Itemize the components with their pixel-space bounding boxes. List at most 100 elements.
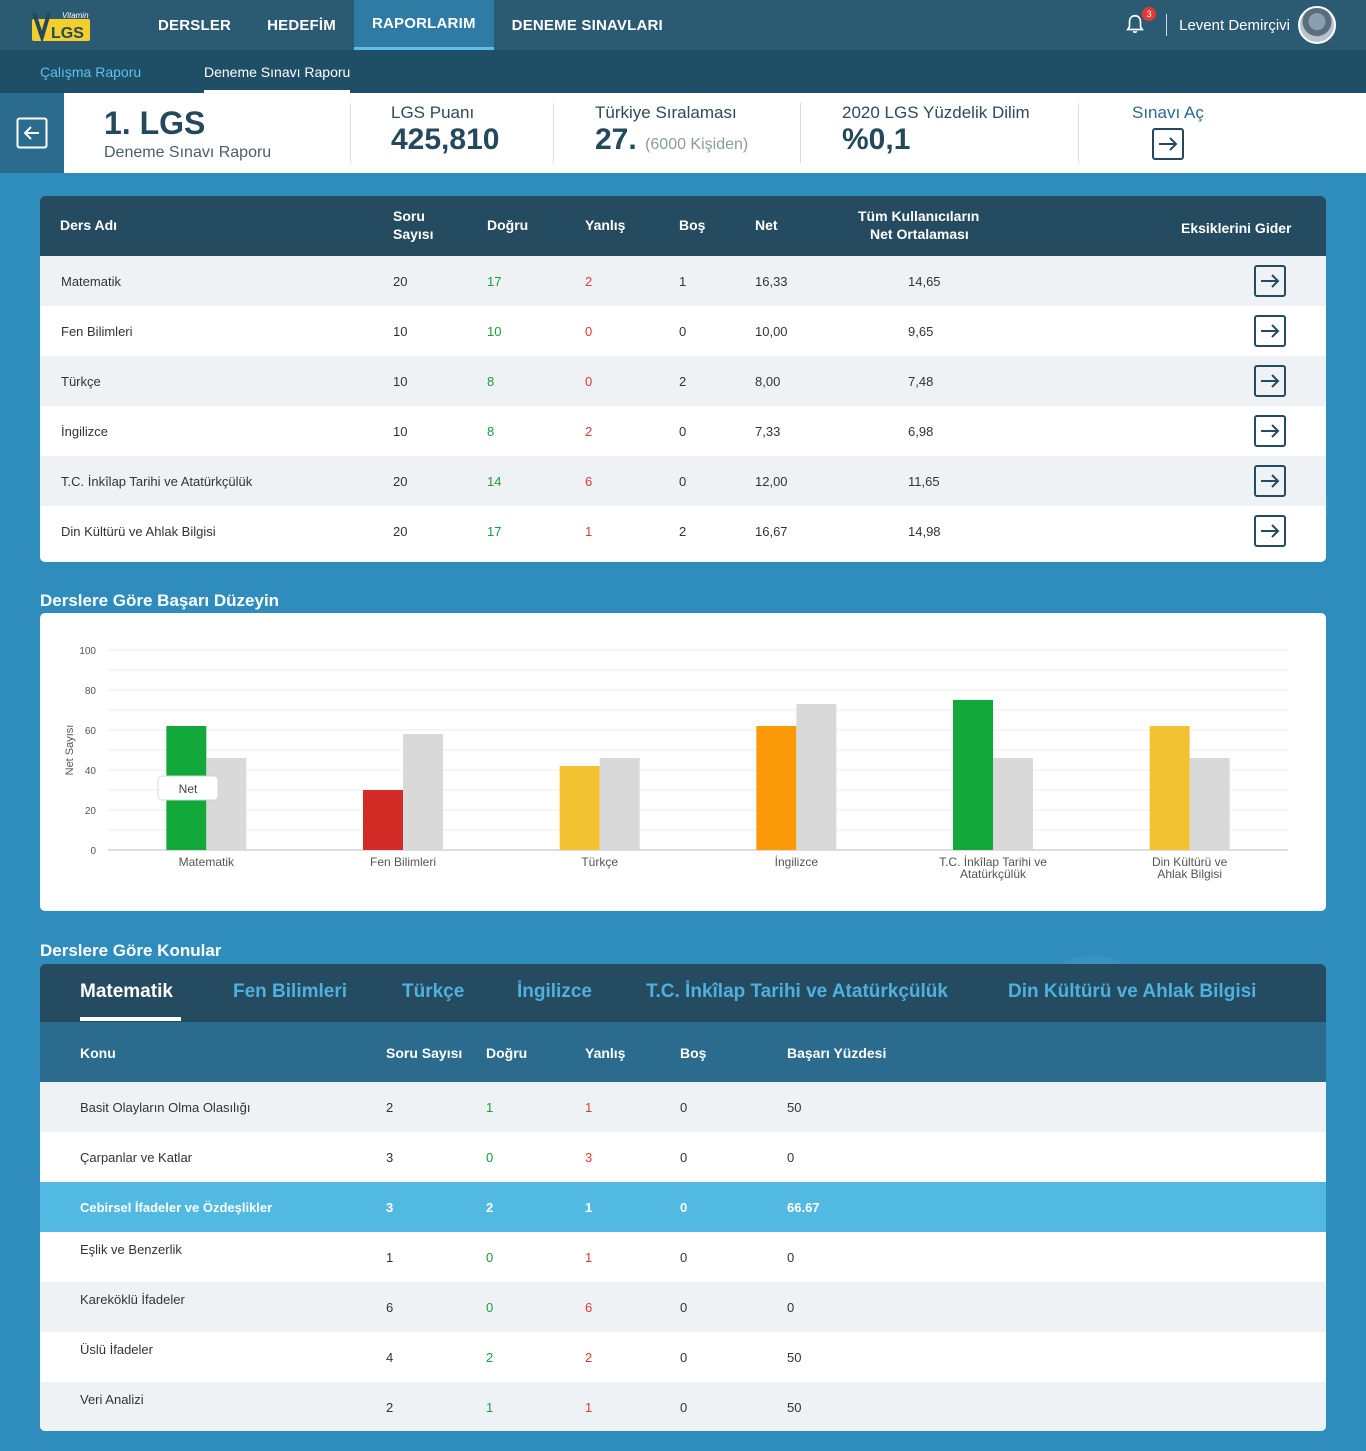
success-cell: 50 <box>787 1100 802 1115</box>
subject-cell: Fen Bilimleri <box>61 324 133 339</box>
topic-row[interactable]: Cebirsel İfadeler ve Özdeşlikler 3 2 1 0 66.6… <box>40 1182 1326 1232</box>
wrong-cell: 1 <box>585 1100 593 1115</box>
tab-fen-bilimleri[interactable]: Fen Bilimleri <box>233 981 348 1002</box>
user-name[interactable]: Levent Demirçivi <box>1179 16 1290 34</box>
fix-gaps-button[interactable] <box>1254 315 1286 347</box>
questions-cell: 3 <box>386 1200 394 1215</box>
empty-cell: 0 <box>680 1100 688 1115</box>
tab-inkilap-tarihi[interactable]: T.C. İnkîlap Tarihi ve Atatürkçülük <box>646 981 948 1002</box>
col-average: Tüm Kullanıcıların <box>858 208 980 224</box>
tab-calisma-raporu[interactable]: Çalışma Raporu <box>40 63 142 80</box>
bar-net <box>559 766 600 850</box>
topic-row[interactable]: Eşlik ve Benzerlik 1 0 1 0 0 <box>40 1232 1326 1282</box>
col-fix: Eksiklerini Gider <box>1181 220 1292 236</box>
back-arrow-icon <box>16 117 48 149</box>
empty-cell: 1 <box>679 274 687 289</box>
exam-summary-header: 1. LGS Deneme Sınavı Raporu LGS Puanı 42… <box>0 93 1366 173</box>
average-cell: 14,98 <box>908 524 941 539</box>
table-row: Türkçe 10 8 0 2 8,00 7,48 <box>40 356 1326 406</box>
topics-table: Matematik Fen Bilimleri Türkçe İngilizce… <box>40 964 1326 1431</box>
score-value: 425,810 <box>391 123 500 156</box>
y-tick-label: 40 <box>85 766 97 777</box>
tab-matematik[interactable]: Matematik <box>80 981 173 1002</box>
nav-dersler[interactable]: DERSLER <box>158 16 232 34</box>
wrong-cell: 1 <box>585 1200 593 1215</box>
fix-gaps-button[interactable] <box>1254 415 1286 447</box>
nav-deneme-sinavlari[interactable]: DENEME SINAVLARI <box>511 16 663 34</box>
arrow-right-icon <box>1261 324 1280 338</box>
col-subject: Ders Adı <box>60 217 118 233</box>
correct-cell: 17 <box>487 524 502 539</box>
success-cell: 50 <box>787 1350 802 1365</box>
top-navigation: Vitamin LGS DERSLER HEDEFİM RAPORLARIM D… <box>0 0 1366 50</box>
col-average-2: Net Ortalaması <box>870 226 969 242</box>
fix-gaps-button[interactable] <box>1254 365 1286 397</box>
active-tab-indicator <box>80 1017 181 1021</box>
topic-cell: Eşlik ve Benzerlik <box>80 1242 182 1257</box>
net-cell: 12,00 <box>755 474 788 489</box>
bar-chart: 0 20 40 60 80 100 Net Sayısı Matematik Fen Bilim… <box>64 646 1288 881</box>
arrow-right-icon <box>1261 274 1280 288</box>
wrong-cell: 2 <box>585 274 593 289</box>
bell-icon[interactable]: 3 <box>1124 7 1157 37</box>
col-correct: Doğru <box>486 1045 528 1061</box>
vitamin-lgs-logo[interactable]: Vitamin LGS <box>32 9 90 44</box>
success-chart: 0 20 40 60 80 100 Net Sayısı Matematik Fen Bilim… <box>40 613 1326 911</box>
wrong-cell: 1 <box>585 524 593 539</box>
topic-row[interactable]: Basit Olayların Olma Olasılığı 2 1 1 0 50 <box>40 1082 1326 1132</box>
tab-din-kulturu[interactable]: Din Kültürü ve Ahlak Bilgisi <box>1008 981 1257 1002</box>
empty-cell: 0 <box>680 1350 688 1365</box>
chart-tooltip <box>157 775 219 801</box>
average-cell: 7,48 <box>908 374 934 389</box>
tab-deneme-sinavi-raporu[interactable]: Deneme Sınavı Raporu <box>204 50 351 93</box>
bar-net <box>1149 726 1190 850</box>
questions-cell: 20 <box>393 524 408 539</box>
avatar[interactable] <box>1298 6 1336 44</box>
questions-cell: 10 <box>393 424 408 439</box>
correct-cell: 8 <box>487 374 495 389</box>
topic-cell: Veri Analizi <box>80 1392 144 1407</box>
correct-cell: 0 <box>486 1300 494 1315</box>
success-cell: 0 <box>787 1250 795 1265</box>
divider <box>1166 14 1168 36</box>
correct-cell: 2 <box>486 1350 494 1365</box>
empty-cell: 0 <box>680 1250 688 1265</box>
average-cell: 9,65 <box>908 324 934 339</box>
topic-row[interactable]: Kareköklü İfadeler 6 0 6 0 0 <box>40 1282 1326 1332</box>
bar-average <box>206 758 247 850</box>
empty-cell: 0 <box>679 424 687 439</box>
score-label: LGS Puanı <box>391 103 475 122</box>
table-row: İngilizce 10 8 2 0 7,33 6,98 <box>40 406 1326 456</box>
questions-cell: 3 <box>386 1150 394 1165</box>
topic-row[interactable]: Veri Analizi 2 1 1 0 50 <box>40 1382 1326 1431</box>
y-tick-label: 100 <box>79 646 96 657</box>
fix-gaps-button[interactable] <box>1254 515 1286 547</box>
open-exam-button[interactable]: Sınavı Aç <box>1132 103 1204 166</box>
empty-cell: 0 <box>680 1400 688 1415</box>
col-net: Net <box>755 217 778 233</box>
divider <box>553 103 554 163</box>
net-cell: 10,00 <box>755 324 788 339</box>
bar-average <box>1189 758 1230 850</box>
back-button[interactable] <box>0 93 64 173</box>
svg-text:LGS: LGS <box>51 25 84 41</box>
col-wrong: Yanlış <box>585 1045 626 1061</box>
success-cell: 0 <box>787 1150 795 1165</box>
questions-cell: 20 <box>393 274 408 289</box>
fix-gaps-button[interactable] <box>1254 265 1286 297</box>
nav-raporlarim[interactable]: RAPORLARIM <box>353 0 494 50</box>
tab-turkce[interactable]: Türkçe <box>402 981 465 1002</box>
fix-gaps-button[interactable] <box>1254 465 1286 497</box>
topic-row[interactable]: Üslü İfadeler 4 2 2 0 50 <box>40 1332 1326 1382</box>
nav-hedefim[interactable]: HEDEFİM <box>267 16 336 34</box>
exam-title: 1. LGS <box>104 105 206 141</box>
average-cell: 14,65 <box>908 274 941 289</box>
topic-row[interactable]: Çarpanlar ve Katlar 3 0 3 0 0 <box>40 1132 1326 1182</box>
subject-cell: İngilizce <box>61 424 108 439</box>
y-tick-label: 20 <box>85 806 97 817</box>
col-questions: Soru Sayısı <box>386 1045 463 1061</box>
bar-net <box>756 726 797 850</box>
divider <box>350 103 351 163</box>
bar-average <box>599 758 640 850</box>
tab-ingilizce[interactable]: İngilizce <box>517 981 592 1002</box>
